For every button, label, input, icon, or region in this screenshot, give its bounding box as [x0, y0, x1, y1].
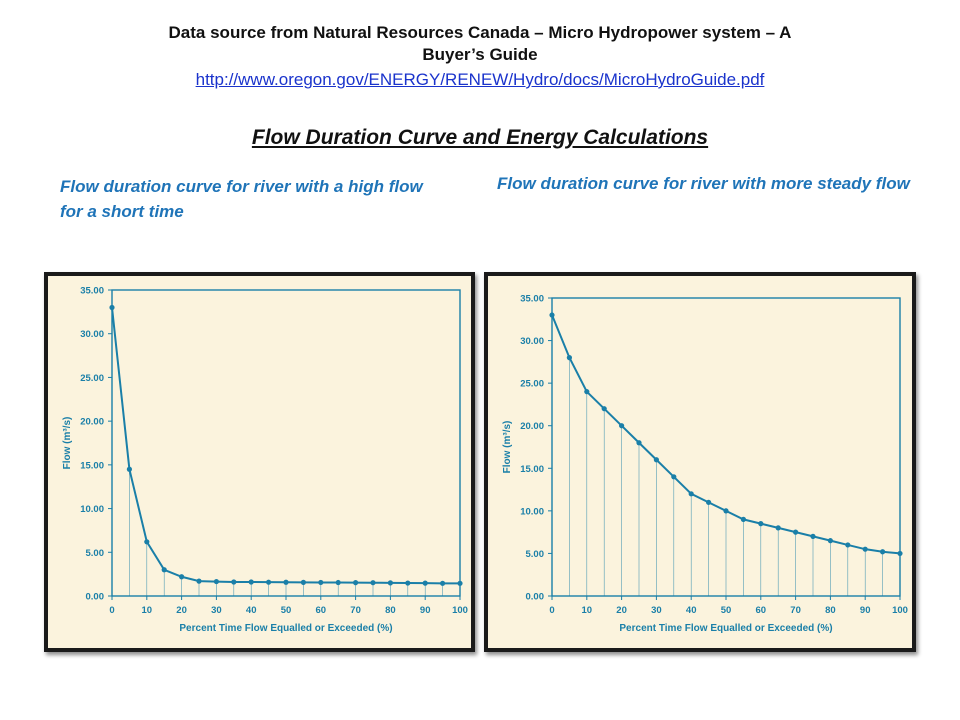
- flow-series-line: [111, 307, 460, 585]
- data-point: [370, 580, 376, 586]
- y-tick-label: 15.00: [520, 464, 544, 475]
- page-heading: Flow Duration Curve and Energy Calculati…: [251, 126, 709, 149]
- data-point: [109, 304, 115, 311]
- x-tick-label: 20: [616, 605, 627, 616]
- data-point: [126, 466, 132, 472]
- data-point: [161, 567, 167, 573]
- x-tick-label: 10: [582, 605, 593, 616]
- y-tick-label: 25.00: [80, 373, 104, 384]
- data-point: [619, 423, 625, 429]
- x-tick-label: 70: [350, 605, 361, 616]
- x-tick-label: 50: [721, 605, 732, 616]
- data-point: [457, 580, 463, 586]
- data-point: [335, 579, 341, 586]
- x-tick-label: 60: [316, 605, 327, 616]
- x-tick-label: 20: [176, 605, 187, 616]
- data-point: [196, 578, 202, 584]
- x-tick-label: 40: [686, 605, 697, 616]
- x-axis-label: Percent Time Flow Equalled or Exceeded (…: [619, 623, 832, 634]
- y-tick-label: 10.00: [80, 504, 104, 515]
- x-tick-label: 40: [246, 605, 257, 616]
- data-point: [671, 474, 677, 480]
- data-point: [300, 579, 306, 585]
- data-point: [387, 580, 393, 586]
- x-tick-label: 80: [385, 605, 396, 616]
- x-tick-label: 80: [825, 605, 836, 616]
- data-point: [144, 539, 150, 545]
- data-point: [601, 406, 607, 412]
- x-tick-label: 0: [109, 605, 114, 616]
- data-point: [179, 574, 185, 580]
- x-tick-label: 70: [790, 605, 801, 616]
- data-point: [318, 579, 324, 586]
- y-tick-label: 30.00: [520, 336, 544, 347]
- data-point: [566, 355, 572, 361]
- y-axis-label: Flow (m³/s): [502, 421, 513, 474]
- data-point: [880, 549, 886, 555]
- y-axis-label: Flow (m³/s): [62, 417, 73, 470]
- data-point: [845, 542, 851, 548]
- y-tick-label: 15.00: [80, 460, 104, 471]
- left-chart-panel: 0.00 5.00 10.00 15.00 20.00 25.00 30.00 35.00 0 1…: [44, 272, 475, 652]
- y-tick-label: 20.00: [520, 421, 544, 432]
- data-point: [353, 580, 359, 586]
- y-tick-label: 5.00: [86, 548, 105, 559]
- x-tick-label: 50: [281, 605, 292, 616]
- x-tick-label: 90: [860, 605, 871, 616]
- source-note: Data source from Natural Resources Canad…: [0, 22, 960, 92]
- right-flow-duration-chart: 0.00 5.00 10.00 15.00 20.00 25.00 30.00 35.00 0 1…: [502, 294, 908, 635]
- right-chart-caption: Flow duration curve for river with more …: [497, 174, 910, 193]
- y-tick-label: 0.00: [86, 592, 105, 603]
- plot-area-frame: [111, 289, 461, 597]
- left-flow-duration-chart: 0.00 5.00 10.00 15.00 20.00 25.00 30.00 35.00 0 1…: [62, 286, 468, 635]
- x-tick-label: 30: [211, 605, 222, 616]
- data-point: [248, 579, 254, 585]
- data-point: [793, 529, 799, 535]
- data-point: [231, 579, 237, 585]
- data-point: [688, 491, 694, 497]
- x-tick-label: 10: [142, 605, 153, 616]
- data-point: [862, 546, 868, 552]
- x-tick-label: 90: [420, 605, 431, 616]
- y-tick-label: 35.00: [80, 286, 104, 297]
- data-point: [897, 550, 903, 557]
- data-point: [405, 580, 411, 586]
- data-point: [422, 580, 428, 586]
- y-tick-label: 35.00: [520, 294, 544, 305]
- y-tick-label: 25.00: [520, 379, 544, 390]
- source-line-2: Buyer’s Guide: [422, 45, 538, 64]
- x-tick-label: 0: [549, 605, 554, 616]
- x-tick-label: 30: [651, 605, 662, 616]
- left-chart-caption: Flow duration curve for river with a hig…: [60, 177, 423, 221]
- data-point: [758, 521, 764, 527]
- y-tick-label: 0.00: [526, 592, 545, 603]
- data-point: [723, 508, 729, 514]
- x-tick-label: 60: [756, 605, 767, 616]
- data-point: [266, 579, 272, 585]
- data-point: [584, 389, 590, 395]
- y-tick-label: 10.00: [520, 506, 544, 517]
- data-point: [775, 525, 781, 531]
- right-chart-panel: 0.00 5.00 10.00 15.00 20.00 25.00 30.00 35.00 0 1…: [484, 272, 916, 652]
- y-tick-label: 30.00: [80, 329, 104, 340]
- data-point: [440, 580, 446, 586]
- data-point: [810, 533, 816, 539]
- source-line-1: Data source from Natural Resources Canad…: [168, 23, 792, 42]
- data-point: [283, 579, 289, 585]
- source-link[interactable]: http://www.oregon.gov/ENERGY/RENEW/Hydro…: [195, 70, 765, 89]
- data-point: [706, 499, 712, 505]
- x-axis-label: Percent Time Flow Equalled or Exceeded (…: [179, 623, 392, 634]
- data-point: [653, 457, 659, 463]
- x-tick-label: 100: [892, 605, 908, 616]
- data-point: [636, 440, 642, 446]
- data-point: [740, 516, 746, 522]
- y-tick-label: 20.00: [80, 417, 104, 428]
- y-tick-label: 5.00: [526, 549, 545, 560]
- data-point: [827, 538, 833, 544]
- data-point: [549, 312, 555, 318]
- data-point: [213, 578, 219, 585]
- x-tick-label: 100: [452, 605, 468, 616]
